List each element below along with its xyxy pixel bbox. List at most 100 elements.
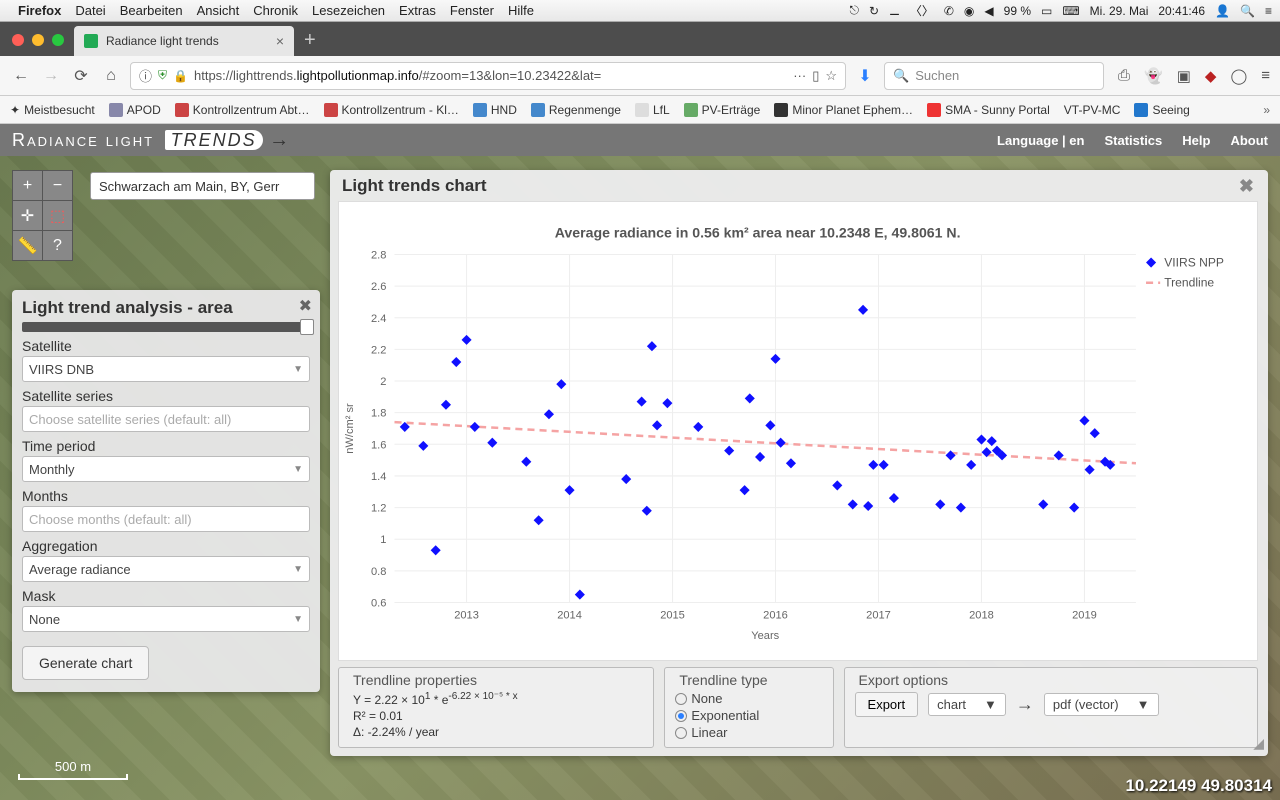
trendtype-radio[interactable]: Exponential <box>675 707 822 724</box>
chart-close-icon[interactable]: ✖ <box>1239 176 1254 197</box>
menu-item[interactable]: Ansicht <box>197 3 240 18</box>
spotlight-icon[interactable]: 🔍 <box>1240 4 1255 18</box>
favicon-icon <box>473 103 487 117</box>
volume-icon[interactable]: ◀ <box>984 4 993 18</box>
analysis-panel: ✖ Light trend analysis - area Satellite … <box>12 290 320 692</box>
bookmark-item[interactable]: Minor Planet Ephem… <box>774 103 913 117</box>
nav-language[interactable]: Language | en <box>997 133 1084 148</box>
bookmark-item[interactable]: APOD <box>109 103 161 117</box>
bookmarks-overflow[interactable]: » <box>1263 103 1270 117</box>
site-header: Radiance light TRENDS → Language | en St… <box>0 124 1280 156</box>
account-icon[interactable]: ◯ <box>1230 67 1247 85</box>
opacity-slider[interactable] <box>22 322 310 332</box>
url-text: https://lighttrends.lightpollutionmap.in… <box>194 68 787 83</box>
months-select[interactable]: Choose months (default: all) <box>22 506 310 532</box>
more-icon[interactable]: ··· <box>793 68 806 83</box>
menu-icon[interactable]: ≡ <box>1265 4 1272 18</box>
info-icon[interactable]: ⓘ <box>139 66 152 85</box>
minimize-window-icon[interactable] <box>32 34 44 46</box>
bookmark-item[interactable]: PV-Erträge <box>684 103 761 117</box>
menu-item[interactable]: Extras <box>399 3 436 18</box>
resize-handle-icon[interactable]: ◢ <box>1253 735 1264 752</box>
favicon-icon <box>1134 103 1148 117</box>
series-label: Satellite series <box>22 388 310 404</box>
hamburger-icon[interactable]: ≡ <box>1261 67 1270 84</box>
chart-panel: Light trends chart ✖ Average radiance in… <box>330 170 1268 756</box>
polygon-tool[interactable]: ⬚ <box>43 201 73 231</box>
generate-chart-button[interactable]: Generate chart <box>22 646 149 680</box>
crosshair-tool[interactable]: ✛ <box>13 201 43 231</box>
url-field[interactable]: ⓘ ⛨ 🔒 https://lighttrends.lightpollution… <box>130 62 846 90</box>
bookmark-item[interactable]: SMA - Sunny Portal <box>927 103 1050 117</box>
zoom-out-button[interactable]: − <box>43 171 73 201</box>
reload-button[interactable]: ⟳ <box>70 65 92 87</box>
back-button[interactable]: ← <box>10 65 32 87</box>
user-icon[interactable]: 👤 <box>1215 4 1230 18</box>
bookmark-item[interactable]: ✦Meistbesucht <box>10 103 95 117</box>
menu-item[interactable]: Chronik <box>253 3 298 18</box>
trendtype-radio[interactable]: Linear <box>675 724 822 741</box>
period-select[interactable]: Monthly▼ <box>22 456 310 482</box>
mask-select[interactable]: None▼ <box>22 606 310 632</box>
browser-tab[interactable]: Radiance light trends × <box>74 26 294 56</box>
sidebar-icon[interactable]: ▣ <box>1177 67 1191 85</box>
bookmark-item[interactable]: Seeing <box>1134 103 1189 117</box>
forward-button: → <box>40 65 62 87</box>
nav-help[interactable]: Help <box>1182 133 1210 148</box>
export-format-select[interactable]: pdf (vector)▼ <box>1044 693 1159 716</box>
menu-item[interactable]: Fenster <box>450 3 494 18</box>
star-icon[interactable]: ☆ <box>825 68 837 84</box>
keyboard-icon[interactable]: ⌨ <box>1062 4 1079 18</box>
search-field[interactable]: 🔍 Suchen <box>884 62 1104 90</box>
menu-item[interactable]: Hilfe <box>508 3 534 18</box>
trendtype-radio[interactable]: None <box>675 690 822 707</box>
chart-svg: Average radiance in 0.56 km² area near 1… <box>339 202 1257 660</box>
home-button[interactable]: ⌂ <box>100 65 122 87</box>
tracking-icon[interactable]: ⛨ <box>158 68 167 83</box>
menu-item[interactable]: Lesezeichen <box>312 3 385 18</box>
close-window-icon[interactable] <box>12 34 24 46</box>
pdf-icon[interactable]: ◆ <box>1205 67 1217 85</box>
bookmark-item[interactable]: HND <box>473 103 517 117</box>
extension-icon[interactable]: 👻 <box>1144 67 1163 85</box>
panel-close-icon[interactable]: ✖ <box>299 296 312 316</box>
nav-statistics[interactable]: Statistics <box>1104 133 1162 148</box>
export-what-select[interactable]: chart▼ <box>928 693 1006 716</box>
reader-icon[interactable]: ▯ <box>812 68 819 84</box>
time-text[interactable]: 20:41:46 <box>1158 4 1205 18</box>
zoom-in-button[interactable]: + <box>13 171 43 201</box>
zoom-window-icon[interactable] <box>52 34 64 46</box>
lock-icon[interactable]: 🔒 <box>173 69 188 83</box>
tray-icon[interactable]: ⎋ <box>850 3 860 18</box>
location-search[interactable] <box>90 172 315 200</box>
menu-item[interactable]: Bearbeiten <box>120 3 183 18</box>
menu-item[interactable]: Datei <box>75 3 105 18</box>
series-select[interactable]: Choose satellite series (default: all) <box>22 406 310 432</box>
help-tool[interactable]: ? <box>43 231 73 261</box>
menu-app[interactable]: Firefox <box>18 3 61 18</box>
bluetooth-icon[interactable]: ⚊ <box>889 4 900 18</box>
bookmark-item[interactable]: LfL <box>635 103 670 117</box>
agg-select[interactable]: Average radiance▼ <box>22 556 310 582</box>
timemachine-icon[interactable]: ↻ <box>869 4 879 18</box>
nav-about[interactable]: About <box>1230 133 1268 148</box>
phone-icon[interactable]: ✆ <box>944 4 954 18</box>
bookmark-item[interactable]: Kontrollzentrum Abt… <box>175 103 310 117</box>
tab-title: Radiance light trends <box>106 34 219 48</box>
new-tab-button[interactable]: + <box>304 29 316 52</box>
download-icon[interactable]: ⬇ <box>854 65 876 87</box>
ruler-tool[interactable]: 📏 <box>13 231 43 261</box>
battery-icon[interactable]: ▭ <box>1041 4 1052 18</box>
tab-close-icon[interactable]: × <box>276 33 284 49</box>
export-button[interactable]: Export <box>855 692 919 717</box>
library-icon[interactable]: ⎙ <box>1118 67 1130 84</box>
satellite-select[interactable]: VIIRS DNB▼ <box>22 356 310 382</box>
code-icon[interactable]: 〈〉 <box>910 2 934 19</box>
favicon-icon <box>84 34 98 48</box>
bookmark-item[interactable]: Regenmenge <box>531 103 621 117</box>
bookmark-item[interactable]: VT-PV-MC <box>1064 103 1121 117</box>
date-text[interactable]: Mi. 29. Mai <box>1090 4 1149 18</box>
bookmark-item[interactable]: Kontrollzentrum - Kl… <box>324 103 459 117</box>
wifi-icon[interactable]: ◉ <box>964 4 974 18</box>
site-logo[interactable]: Radiance light TRENDS → <box>12 129 291 152</box>
